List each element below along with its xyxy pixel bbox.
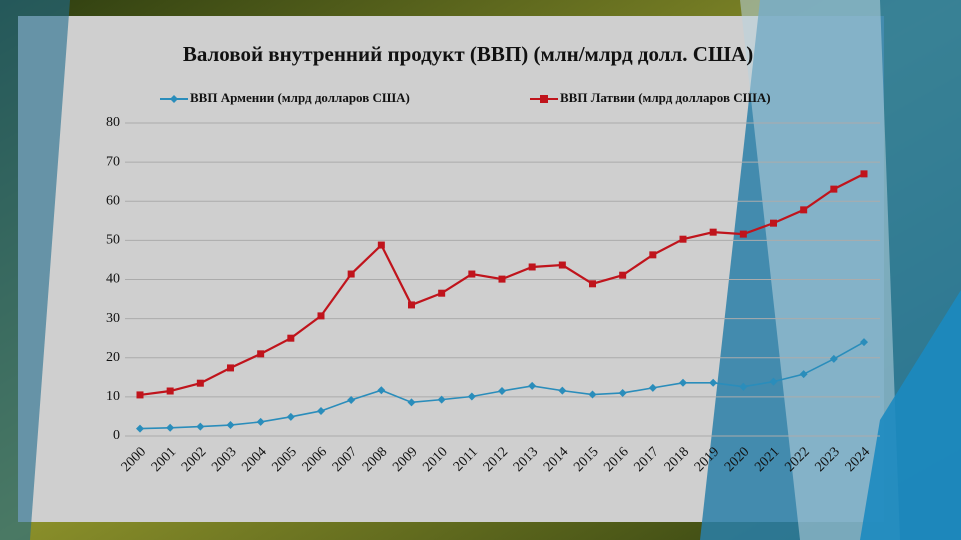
marker [196,379,204,387]
marker [830,185,838,193]
chart-title: Валовой внутренний продукт (ВВП) (млн/мл… [183,42,753,66]
y-tick-label: 50 [106,233,120,248]
marker [437,395,446,404]
y-tick-label: 10 [106,389,120,404]
marker [377,386,386,395]
marker [136,391,144,399]
marker [649,251,657,259]
legend-marker [540,95,548,103]
marker [588,390,597,399]
marker [287,334,295,342]
marker [468,270,476,278]
marker [679,378,687,387]
marker [800,206,808,214]
marker [136,424,144,433]
marker [377,241,385,249]
marker [528,381,537,390]
y-tick-label: 60 [106,193,120,208]
marker [799,370,808,379]
marker [558,261,566,269]
marker [648,383,657,392]
y-tick-label: 0 [113,428,120,443]
marker [166,387,174,395]
marker [558,386,567,395]
marker [619,271,627,279]
legend-label: ВВП Латвии (млрд долларов США) [560,90,771,105]
marker [528,263,536,271]
marker [467,392,476,401]
decor [860,290,961,540]
marker [256,417,265,426]
marker [589,280,596,288]
marker [498,275,506,283]
marker [407,398,416,407]
marker [408,301,415,309]
marker [739,382,748,391]
marker [739,230,747,238]
decor [740,0,900,540]
marker [196,422,205,431]
marker [317,406,325,415]
marker [618,388,627,397]
marker [829,354,838,363]
marker [860,338,868,347]
marker [860,170,868,178]
marker [166,423,175,432]
y-tick-label: 20 [106,350,120,365]
legend-label: ВВП Армении (млрд долларов США) [190,90,410,105]
y-tick-label: 40 [106,272,120,287]
legend-marker [170,95,178,103]
marker [257,350,265,358]
marker [317,312,325,320]
y-tick-label: 70 [106,154,120,169]
marker [498,387,506,396]
marker [709,228,717,236]
marker [770,219,777,227]
marker [226,421,235,430]
marker [286,412,295,421]
marker [347,270,355,278]
marker [438,289,446,297]
y-tick-label: 30 [106,311,120,326]
marker [709,378,718,387]
decor [0,0,70,540]
y-tick-label: 80 [106,115,120,130]
marker [679,235,687,243]
marker [227,364,234,372]
marker [347,396,356,405]
marker [769,377,778,386]
